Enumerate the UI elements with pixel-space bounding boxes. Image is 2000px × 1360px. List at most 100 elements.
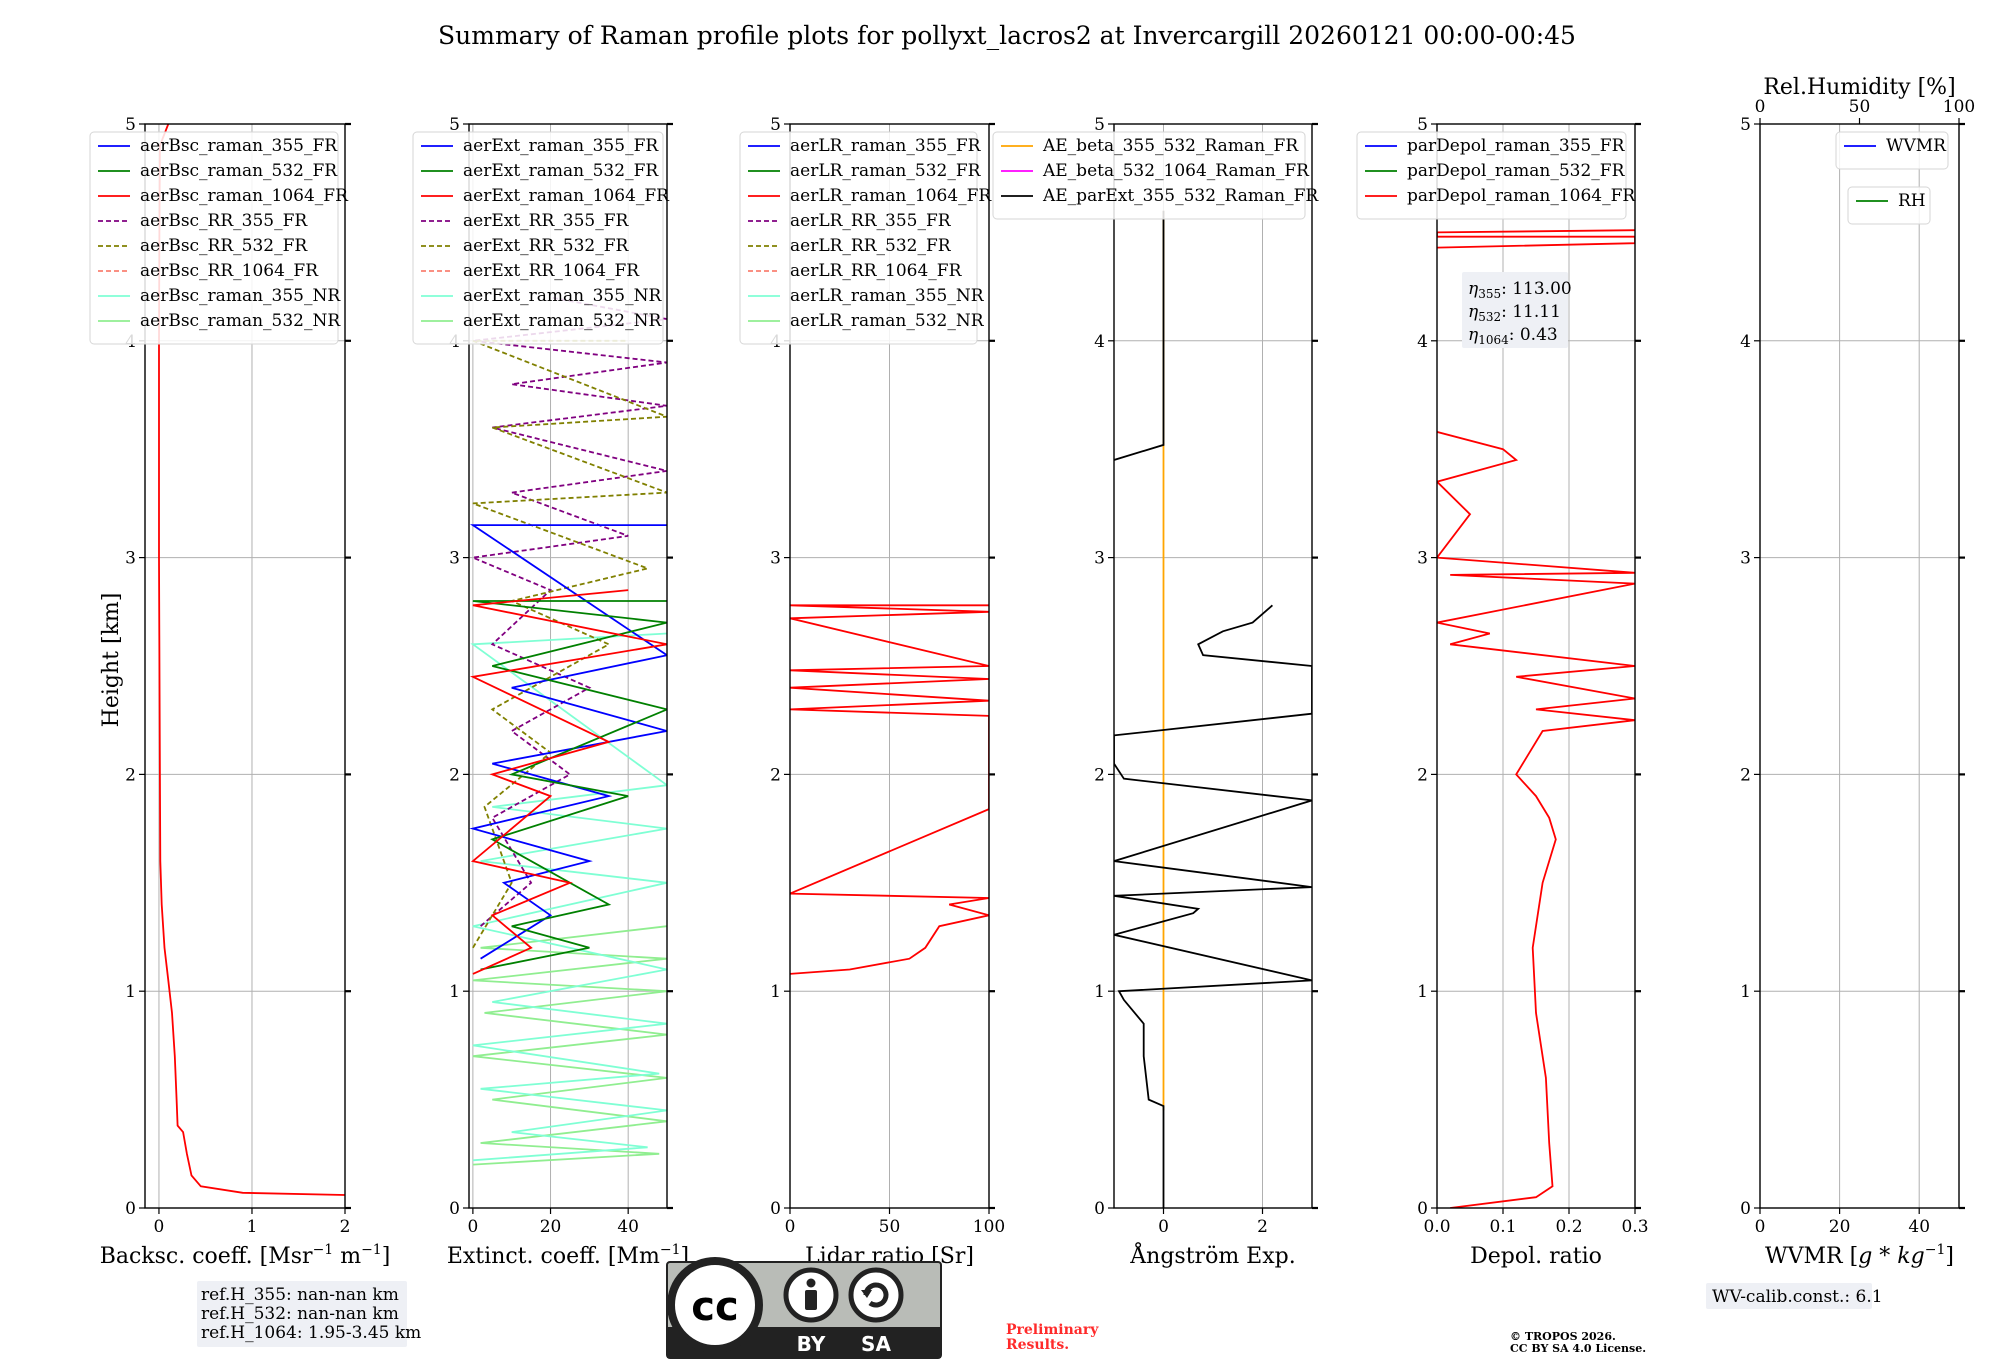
axes-frame xyxy=(144,123,346,1209)
x-tick-label: 100 xyxy=(973,1217,1005,1237)
legend-entry: aerExt_raman_1064_FR xyxy=(463,186,670,206)
y-tick-label: 4 xyxy=(1094,332,1105,352)
y-tick-label: 4 xyxy=(1740,332,1751,352)
legend: WVMR xyxy=(1835,131,1949,170)
x-tick-label: 1 xyxy=(247,1217,258,1237)
wv-calib-box: WV-calib.const.: 6.1 xyxy=(1706,1283,1883,1309)
x-tick-label: 2 xyxy=(1257,1217,1268,1237)
legend-box xyxy=(1356,131,1627,220)
y-tick-label: 4 xyxy=(1417,332,1428,352)
sa-share-icon xyxy=(848,1267,904,1323)
ref-h-532: ref.H_532: nan-nan km xyxy=(201,1304,399,1324)
x-tick-label: 0 xyxy=(785,1217,796,1237)
legend-entry: aerLR_raman_532_FR xyxy=(790,161,982,181)
cc-license-badge: cc BY SA xyxy=(666,1257,942,1359)
x-tick-label: 0 xyxy=(467,1217,478,1237)
legend-entry: aerBsc_RR_532_FR xyxy=(140,236,308,256)
y-tick-label: 3 xyxy=(449,549,460,569)
legend-entry: aerExt_raman_355_FR xyxy=(463,136,659,156)
eta-532: η532: 11.11 xyxy=(1468,302,1561,324)
y-tick-label: 2 xyxy=(449,765,460,785)
legend-entry: parDepol_raman_1064_FR xyxy=(1407,186,1636,206)
series-line xyxy=(1437,229,1635,249)
legend-entry: aerBsc_raman_1064_FR xyxy=(140,186,349,206)
x-tick-label: 20 xyxy=(540,1217,562,1237)
x-tick-label: 50 xyxy=(879,1217,901,1237)
x-tick-label: 0.0 xyxy=(1423,1217,1450,1237)
legend-entry: aerLR_raman_355_FR xyxy=(790,136,982,156)
legend: aerBsc_raman_355_FR aerBsc_raman_532_FRae… xyxy=(89,131,349,345)
sa-label: SA xyxy=(861,1332,891,1356)
preliminary-label-line1: Preliminary xyxy=(1006,1322,1099,1338)
series-line xyxy=(790,604,989,975)
legend: parDepol_raman_355_FR parDepol_raman_532_… xyxy=(1356,131,1636,220)
eta-box: η355: 113.00 η532: 11.11 η1064: 0.43 xyxy=(1462,272,1572,348)
y-tick-label: 5 xyxy=(1417,115,1428,135)
y-tick-label: 0 xyxy=(1417,1199,1428,1219)
x-tick-label: 0 xyxy=(1158,1217,1169,1237)
y-tick-label: 3 xyxy=(125,549,136,569)
chart-panel-ext: 02040012345Extinct. coeff. [Mm−1]aerExt_… xyxy=(412,115,689,1269)
y-tick-label: 2 xyxy=(125,765,136,785)
x-axis-label: Depol. ratio xyxy=(1470,1244,1602,1269)
x-axis-label: Ångström Exp. xyxy=(1129,1241,1295,1269)
legend-entry: parDepol_raman_355_FR xyxy=(1407,136,1626,156)
ref-h-355: ref.H_355: nan-nan km xyxy=(201,1285,399,1305)
top-x-tick-label: 50 xyxy=(1849,97,1871,117)
legend-box xyxy=(89,131,339,345)
y-tick-label: 1 xyxy=(1740,982,1751,1002)
y-tick-label: 3 xyxy=(1740,549,1751,569)
legend-entry: aerExt_RR_355_FR xyxy=(463,211,629,231)
x-axis-label: Backsc. coeff. [Msr−1 m−1] xyxy=(100,1242,391,1269)
legend-entry: aerBsc_raman_532_NR xyxy=(140,311,341,331)
legend-entry: aerBsc_raman_532_FR xyxy=(140,161,338,181)
legend-entry: aerExt_raman_355_NR xyxy=(463,286,662,306)
y-tick-label: 1 xyxy=(449,982,460,1002)
legend-entry: AE_beta_355_532_Raman_FR xyxy=(1042,136,1299,156)
eta-1064: η1064: 0.43 xyxy=(1468,325,1558,347)
y-tick-label: 5 xyxy=(1740,115,1751,135)
legend-entry: aerExt_raman_532_FR xyxy=(463,161,659,181)
legend-entry: aerExt_raman_532_NR xyxy=(463,311,662,331)
y-axis-label: Height [km] xyxy=(99,593,124,728)
y-tick-label: 2 xyxy=(1094,765,1105,785)
y-tick-label: 5 xyxy=(770,115,781,135)
axes-frame xyxy=(468,123,668,1209)
legend-entry: parDepol_raman_532_FR xyxy=(1407,161,1626,181)
series-line xyxy=(472,339,667,949)
y-tick-label: 2 xyxy=(770,765,781,785)
legend-entry: aerLR_RR_355_FR xyxy=(790,211,952,231)
legend-box xyxy=(412,131,664,345)
legend-entry: WVMR xyxy=(1886,136,1947,156)
x-axis-label: WVMR [g * kg−1] xyxy=(1765,1242,1954,1269)
x-tick-label: 2 xyxy=(340,1217,351,1237)
series-line xyxy=(470,632,667,1162)
x-tick-label: 40 xyxy=(1908,1217,1930,1237)
x-tick-label: 0 xyxy=(154,1217,165,1237)
legend-box xyxy=(1847,186,1931,225)
legend: aerExt_raman_355_FR aerExt_raman_532_FRae… xyxy=(412,131,670,345)
x-tick-label: 0.2 xyxy=(1555,1217,1582,1237)
axes-frame xyxy=(1436,123,1636,1209)
y-tick-label: 0 xyxy=(1740,1199,1751,1219)
y-tick-label: 0 xyxy=(125,1199,136,1219)
legend-entry: aerBsc_raman_355_NR xyxy=(140,286,341,306)
legend-entry: AE_beta_532_1064_Raman_FR xyxy=(1042,161,1310,181)
ref-heights-box: ref.H_355: nan-nan km ref.H_532: nan-nan… xyxy=(197,1281,421,1347)
eta-355: η355: 113.00 xyxy=(1468,279,1572,301)
y-tick-label: 1 xyxy=(125,982,136,1002)
legend-box xyxy=(1835,131,1949,170)
y-tick-label: 1 xyxy=(770,982,781,1002)
series-line xyxy=(469,589,667,975)
series-line xyxy=(472,925,667,1166)
series-line xyxy=(1114,210,1312,1208)
legend-entry: aerLR_raman_1064_FR xyxy=(790,186,992,206)
y-tick-label: 0 xyxy=(449,1199,460,1219)
wv-calib-text: WV-calib.const.: 6.1 xyxy=(1712,1287,1883,1307)
legend-entry: aerLR_raman_355_NR xyxy=(790,286,985,306)
series-line xyxy=(158,124,345,1196)
legend-entry: aerLR_raman_532_NR xyxy=(790,311,985,331)
legend-entry: aerBsc_raman_355_FR xyxy=(140,136,338,156)
legend-entry: aerBsc_RR_1064_FR xyxy=(140,261,319,281)
preliminary-label-line2: Results. xyxy=(1006,1337,1069,1353)
